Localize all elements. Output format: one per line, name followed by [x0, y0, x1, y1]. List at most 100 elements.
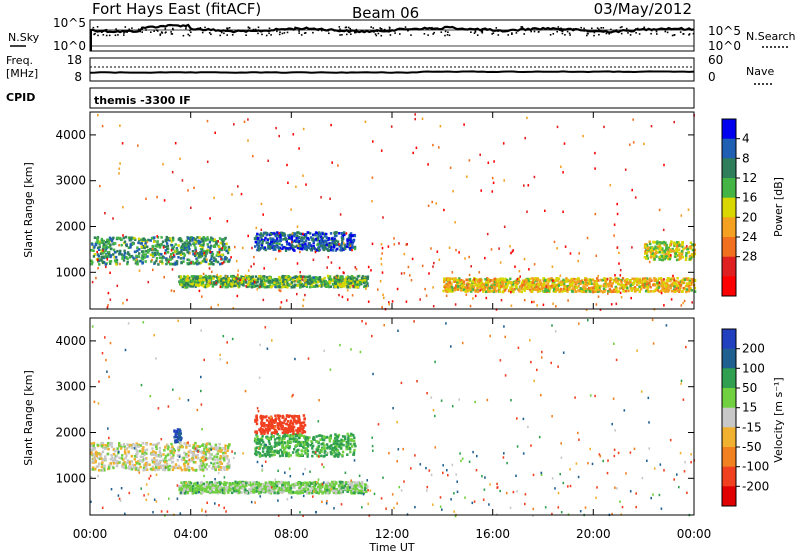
scatter-cell	[593, 279, 596, 283]
scatter-cell	[293, 283, 296, 287]
scatter-cell	[332, 448, 336, 452]
noise-search-dot	[599, 29, 602, 32]
scatter-cell	[180, 283, 183, 287]
scatter-cell	[565, 278, 568, 281]
scatter-cell	[297, 448, 300, 452]
scatter-cell	[496, 279, 499, 283]
scatter-cell	[187, 262, 191, 266]
scatter-cell	[158, 246, 162, 249]
scatter-cell	[206, 238, 209, 241]
scatter-cell	[171, 247, 174, 251]
scatter-cell	[130, 467, 134, 471]
scatter-cell	[137, 255, 141, 258]
scatter-cell	[595, 254, 598, 257]
scatter-cell	[278, 434, 281, 438]
colorbar-block	[722, 197, 736, 218]
scatter-cell	[644, 252, 647, 255]
scatter-cell	[277, 246, 280, 249]
scatter-cell	[144, 457, 147, 461]
scatter-cell	[190, 279, 194, 283]
scatter-cell	[283, 448, 286, 452]
scatter-cell	[138, 248, 141, 251]
scatter-cell	[307, 246, 310, 249]
scatter-cell	[295, 236, 298, 240]
scatter-cell	[278, 285, 281, 288]
scatter-cell	[560, 165, 562, 168]
scatter-cell	[107, 304, 109, 307]
scatter-cell	[135, 259, 138, 262]
noise-search-dot	[625, 27, 628, 30]
noise-search-dot	[440, 31, 443, 33]
scatter-cell	[224, 451, 227, 455]
scatter-cell	[348, 246, 352, 250]
scatter-cell	[146, 240, 149, 244]
scatter-cell	[363, 278, 367, 282]
scatter-cell	[182, 257, 185, 260]
scatter-cell	[398, 242, 400, 245]
scatter-cell	[113, 250, 117, 254]
noise-search-dot	[620, 32, 623, 35]
scatter-cell	[606, 278, 609, 281]
scatter-cell	[299, 250, 301, 254]
scatter-cell	[163, 460, 167, 464]
scatter-cell	[658, 248, 661, 251]
scatter-cell	[513, 281, 517, 285]
scatter-cell	[296, 284, 300, 287]
scatter-cell	[323, 245, 326, 249]
noise-search-dot	[572, 28, 574, 31]
scatter-cell	[690, 254, 694, 258]
scatter-cell	[557, 284, 561, 287]
scatter-cell	[102, 245, 105, 249]
scatter-cell	[484, 256, 486, 260]
scatter-cell	[187, 189, 189, 192]
scatter-cell	[684, 258, 688, 262]
scatter-cell	[258, 275, 261, 278]
noise-search-dot	[586, 34, 588, 37]
scatter-cell	[96, 253, 99, 256]
scatter-cell	[379, 280, 382, 283]
scatter-cell	[221, 279, 225, 282]
scatter-cell	[345, 276, 348, 279]
scatter-cell	[277, 450, 280, 453]
scatter-cell	[486, 232, 489, 236]
scatter-cell	[205, 442, 209, 446]
scatter-cell	[300, 232, 304, 236]
scatter-cell	[319, 232, 322, 235]
scatter-cell	[222, 466, 226, 469]
scatter-cell	[391, 300, 394, 303]
scatter-cell	[151, 258, 153, 262]
scatter-cell	[160, 260, 164, 263]
scatter-cell	[603, 289, 606, 293]
noise-search-dot	[561, 30, 564, 33]
scatter-cell	[588, 282, 591, 286]
scatter-cell	[209, 259, 212, 262]
noise-search-dot	[688, 34, 690, 36]
scatter-cell	[559, 280, 563, 284]
scatter-cell	[571, 282, 574, 286]
scatter-cell	[613, 290, 616, 293]
scatter-cell	[311, 280, 314, 284]
scatter-cell	[326, 274, 330, 278]
scatter-cell	[187, 237, 190, 240]
scatter-cell	[227, 466, 230, 469]
noise-search-dot	[590, 30, 592, 33]
scatter-cell	[106, 238, 109, 242]
scatter-cell	[316, 248, 319, 252]
scatter-cell	[166, 465, 169, 469]
scatter-cell	[109, 298, 112, 301]
scatter-cell	[275, 278, 278, 281]
scatter-cell	[205, 278, 208, 281]
noise-right-tick-bottom: 10^0	[708, 39, 741, 53]
scatter-cell	[194, 238, 197, 241]
scatter-cell	[451, 290, 454, 293]
scatter-cell	[509, 245, 511, 248]
scatter-cell	[226, 220, 229, 223]
scatter-cell	[599, 284, 602, 288]
scatter-cell	[450, 282, 453, 286]
scatter-cell	[339, 444, 343, 448]
scatter-cell	[613, 288, 616, 292]
scatter-cell	[314, 237, 318, 241]
scatter-cell	[206, 119, 209, 123]
scatter-cell	[293, 437, 296, 440]
scatter-cell	[595, 286, 599, 290]
